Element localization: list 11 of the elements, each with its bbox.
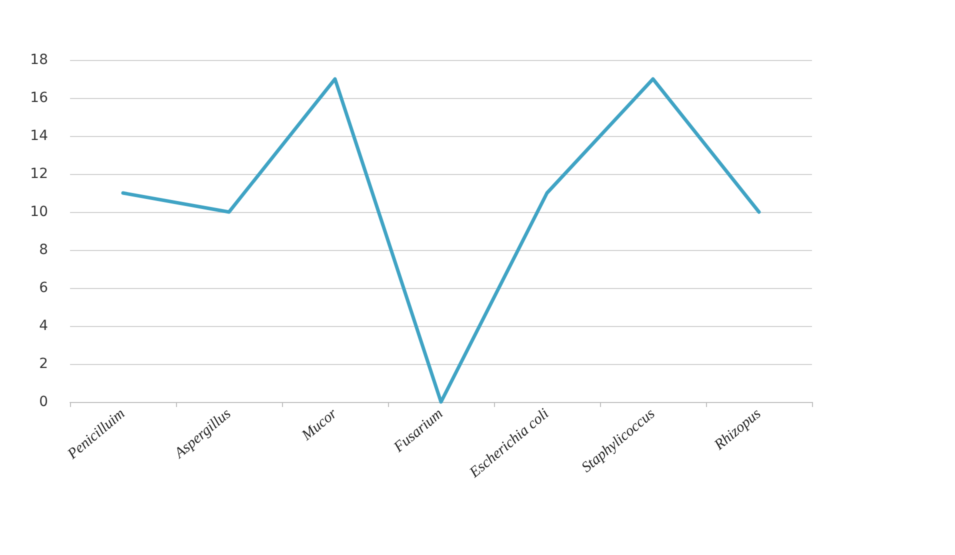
- y-tick-label: 14: [30, 128, 48, 144]
- y-tick-label: 6: [39, 280, 48, 296]
- y-tick-label: 16: [30, 90, 48, 106]
- y-tick-label: 8: [39, 242, 48, 258]
- y-tick-label: 2: [39, 356, 48, 372]
- line-series: [121, 77, 761, 404]
- y-tick-label: 18: [30, 52, 48, 68]
- y-tick-label: 12: [30, 166, 48, 182]
- y-tick-label: 4: [39, 318, 48, 334]
- y-tick-label: 10: [30, 204, 48, 220]
- y-tick-label: 0: [39, 394, 48, 410]
